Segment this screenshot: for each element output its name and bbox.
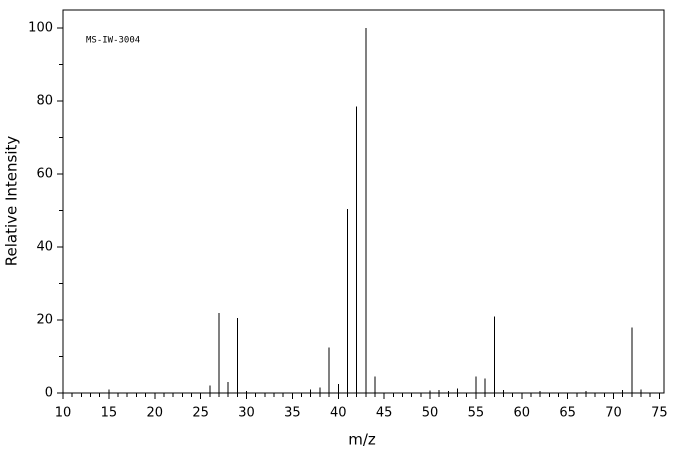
y-tick-label: 0 (45, 386, 53, 401)
y-tick-label: 100 (28, 21, 53, 36)
x-tick-label: 50 (422, 406, 439, 421)
x-tick-label: 45 (376, 406, 393, 421)
x-tick-label: 25 (192, 406, 209, 421)
plot-frame (62, 9, 665, 394)
y-tick-label: 40 (36, 240, 53, 255)
y-tick-label: 80 (36, 94, 53, 109)
x-tick-label: 35 (284, 406, 301, 421)
x-tick-label: 75 (651, 406, 668, 421)
annotation: MS-IW-3004 (86, 36, 140, 46)
x-tick-label: 65 (559, 406, 576, 421)
x-tick-label: 15 (101, 406, 118, 421)
x-tick-label: 20 (146, 406, 163, 421)
y-axis-label: Relative Intensity (3, 136, 21, 267)
x-tick-label: 30 (238, 406, 255, 421)
x-tick-label: 55 (468, 406, 485, 421)
x-tick-label: 40 (330, 406, 347, 421)
x-tick-label: 60 (514, 406, 531, 421)
x-tick-label: 70 (605, 406, 622, 421)
y-tick-label: 20 (36, 313, 53, 328)
x-axis-label: m/z (348, 431, 376, 449)
y-tick-label: 60 (36, 167, 53, 182)
x-tick-label: 10 (55, 406, 72, 421)
